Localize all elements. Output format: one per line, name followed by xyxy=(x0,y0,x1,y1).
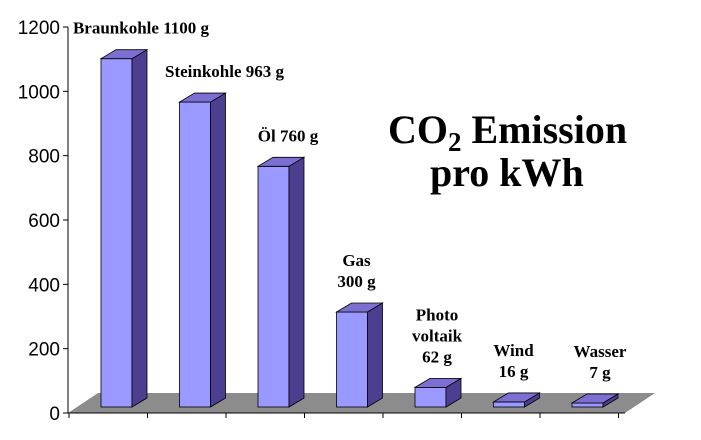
bar-data-label: voltaik xyxy=(412,326,463,345)
bar-front-face xyxy=(571,402,604,408)
bar-öl xyxy=(256,156,306,408)
bar-side-face xyxy=(210,92,226,408)
bar-data-label: 16 g xyxy=(499,362,529,381)
bar-top-face xyxy=(492,392,541,403)
bar-front-face xyxy=(100,58,133,408)
bar-top-face xyxy=(413,377,463,388)
bar-gas xyxy=(335,302,384,408)
y-tick-label: 1200 xyxy=(18,18,60,39)
bar-data-label: Braunkohle 1100 g xyxy=(73,19,210,38)
y-tick-label: 600 xyxy=(28,211,60,232)
bar-wasser xyxy=(570,393,620,408)
bar-data-label: Wasser xyxy=(574,342,627,361)
bar-data-label: 300 g xyxy=(337,272,376,291)
y-tick-label: 1000 xyxy=(18,82,60,103)
chart-title-line1: CO2 Emission xyxy=(388,107,627,157)
bar-braunkohle xyxy=(99,48,149,408)
bar-data-label: Öl 760 g xyxy=(258,126,319,145)
bar-top-face xyxy=(570,393,620,404)
bar-data-label: 62 g xyxy=(422,347,452,366)
bar-top-face xyxy=(335,302,384,313)
bar-front-face xyxy=(179,101,211,408)
bar-data-label: Steinkohle 963 g xyxy=(165,62,285,81)
y-tick-label: 400 xyxy=(28,275,60,296)
bar-side-face xyxy=(131,48,148,408)
bar-top-face xyxy=(178,92,227,103)
y-tick-label: 800 xyxy=(28,147,60,168)
bar-front-face xyxy=(336,311,368,408)
bar-data-label: Wind xyxy=(493,341,534,360)
bar-data-label: 7 g xyxy=(589,363,611,382)
bar-front-face xyxy=(414,386,447,408)
bar-top-face xyxy=(99,49,149,60)
bar-top-face xyxy=(256,156,306,167)
bar-side-face xyxy=(367,302,383,408)
bar-steinkohle xyxy=(178,92,227,408)
bar-side-face xyxy=(288,156,305,408)
bar-front-face xyxy=(493,401,525,408)
bar-data-label: Photo xyxy=(416,305,459,324)
chart-title-line2: pro kWh xyxy=(430,150,584,195)
bar-front-face xyxy=(257,165,290,408)
bar-photovoltaik xyxy=(413,377,463,408)
bar-wind xyxy=(492,392,541,408)
y-tick-label: 200 xyxy=(28,340,60,361)
bar-data-label: Gas xyxy=(342,251,371,270)
y-tick-label: 0 xyxy=(49,404,60,425)
